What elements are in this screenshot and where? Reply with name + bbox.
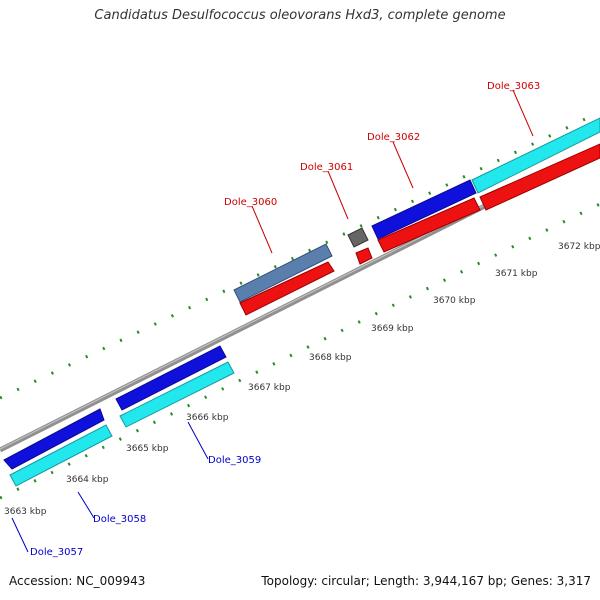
gene-dole-3063-rev[interactable] — [479, 143, 600, 211]
gene-dole-3062-rev[interactable] — [377, 197, 481, 253]
tick-label-3672: 3672 kbp — [558, 242, 600, 252]
tick-label-3665: 3665 kbp — [126, 444, 169, 454]
leader-dole-3060 — [251, 205, 273, 254]
outer-tick-track — [0, 110, 600, 400]
gene-label-dole-3057[interactable]: Dole_3057 — [30, 547, 83, 558]
gene-pseudo-3061[interactable] — [347, 227, 369, 248]
gene-dole-3059-a[interactable] — [115, 345, 227, 411]
genome-title: Candidatus Desulfococcus oleovorans Hxd3… — [94, 8, 506, 23]
tick-label-3671: 3671 kbp — [495, 269, 538, 279]
gene-label-dole-3060[interactable]: Dole_3060 — [224, 197, 277, 208]
gene-dole-3057[interactable] — [3, 408, 105, 470]
leader-dole-3061 — [327, 170, 349, 220]
tick-label-3667: 3667 kbp — [248, 383, 291, 393]
tick-label-3669: 3669 kbp — [371, 324, 414, 334]
leader-dole-3057 — [11, 517, 29, 553]
leader-dole-3059 — [187, 421, 209, 460]
gene-label-dole-3058[interactable]: Dole_3058 — [93, 514, 146, 525]
gene-dole-3061-rev[interactable] — [355, 247, 373, 265]
leader-dole-3058 — [77, 491, 95, 519]
gene-dole-3063-fwd[interactable] — [471, 117, 600, 194]
tick-label-3666: 3666 kbp — [186, 413, 229, 423]
inner-tick-track — [0, 202, 600, 500]
gene-label-dole-3063[interactable]: Dole_3063 — [487, 81, 540, 92]
gene-label-dole-3061[interactable]: Dole_3061 — [300, 162, 353, 173]
gene-rna-3060[interactable] — [233, 243, 333, 303]
gene-dole-3059-b[interactable] — [119, 361, 235, 428]
tick-label-3664: 3664 kbp — [66, 475, 109, 485]
accession-text: Accession: NC_009943 — [9, 574, 146, 588]
topology-text: Topology: circular; Length: 3,944,167 bp… — [261, 574, 591, 588]
leader-dole-3062 — [392, 141, 414, 189]
gene-label-dole-3059[interactable]: Dole_3059 — [208, 455, 261, 466]
leader-dole-3063 — [512, 89, 534, 137]
tick-label-3668: 3668 kbp — [309, 353, 352, 363]
gene-dole-3062-fwd[interactable] — [371, 179, 477, 240]
tick-label-3670: 3670 kbp — [433, 296, 476, 306]
gene-dole-3060-rev[interactable] — [239, 261, 335, 316]
tick-label-3663: 3663 kbp — [4, 507, 47, 517]
gene-dole-3058[interactable] — [9, 424, 113, 487]
gene-label-dole-3062[interactable]: Dole_3062 — [367, 132, 420, 143]
